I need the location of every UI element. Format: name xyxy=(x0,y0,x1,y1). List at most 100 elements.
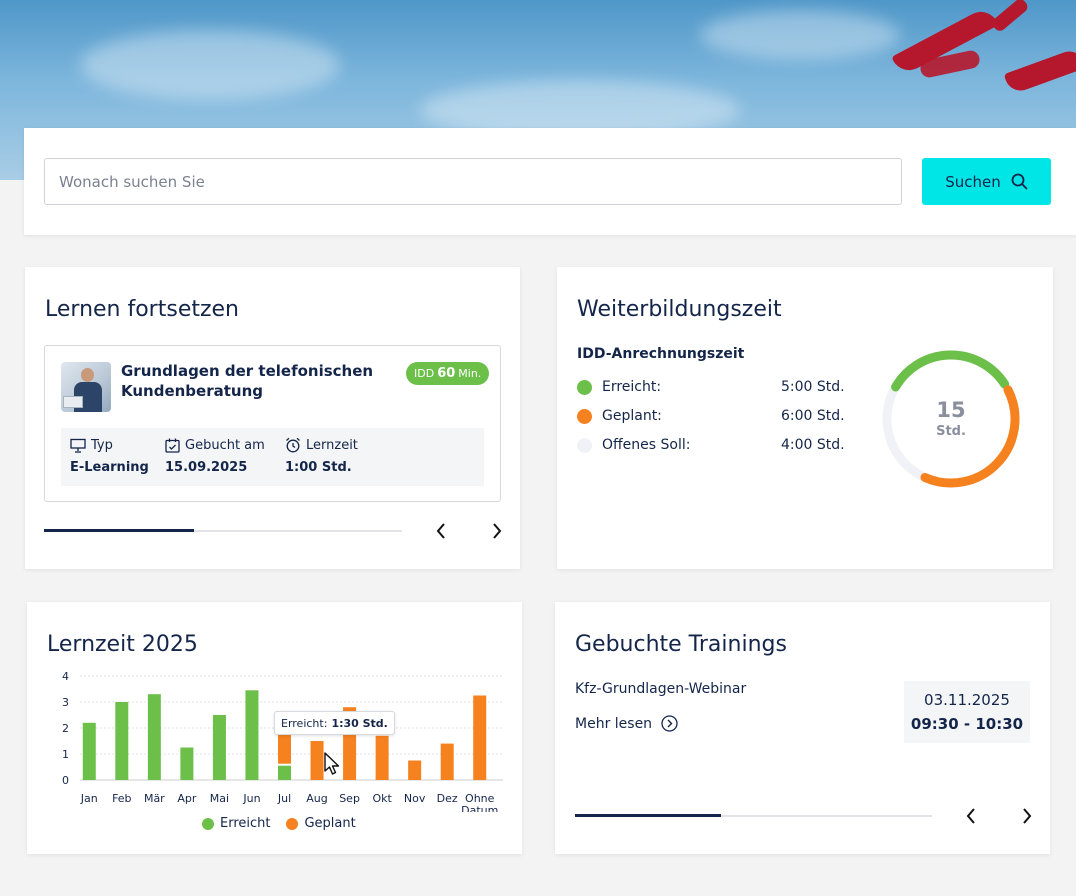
x-tick-label: Dez xyxy=(437,792,458,805)
trainings-carousel-progress xyxy=(575,814,932,817)
legend-item-planned[interactable]: Geplant xyxy=(286,816,356,831)
search-button-label: Suchen xyxy=(945,172,1001,191)
circle-chevron-right-icon xyxy=(661,715,678,732)
course-booked-value: 15.09.2025 xyxy=(165,460,248,475)
idd-badge-prefix: IDD xyxy=(414,367,435,380)
trainings-carousel-progress-fill xyxy=(575,814,722,817)
search-input[interactable] xyxy=(44,158,902,205)
bar-geplant[interactable] xyxy=(473,695,487,781)
calendar-check-icon xyxy=(165,438,180,453)
legend-achieved-dot xyxy=(202,817,214,830)
x-tick-label: Jan xyxy=(80,792,98,805)
search-button[interactable]: Suchen xyxy=(922,158,1051,205)
course-duration: Lernzeit 1:00 Std. xyxy=(285,436,358,476)
read-more-label: Mehr lesen xyxy=(575,715,653,732)
training-time-range: 09:30 - 10:30 xyxy=(910,715,1024,733)
search-card: Suchen xyxy=(24,128,1076,235)
bar-erreicht[interactable] xyxy=(278,765,291,780)
x-tick-label: Apr xyxy=(177,792,197,805)
chart-legend: Erreicht Geplant xyxy=(202,816,356,831)
chevron-right-icon xyxy=(493,523,502,539)
planned-dot xyxy=(577,408,592,424)
x-tick-label: Aug xyxy=(306,792,327,805)
y-tick-label: 2 xyxy=(62,722,69,735)
carousel-next-button[interactable] xyxy=(485,519,509,543)
training-time-row-achieved: Erreicht: 5:00 Std. xyxy=(577,379,847,395)
booked-trainings-title: Gebuchte Trainings xyxy=(575,632,787,657)
achieved-value: 5:00 Std. xyxy=(781,379,845,395)
chart-tooltip: Erreicht: 1:30 Std. xyxy=(274,711,395,735)
achieved-label: Erreicht: xyxy=(602,379,662,395)
open-value: 4:00 Std. xyxy=(781,437,845,453)
x-tick-label: Okt xyxy=(372,792,392,805)
legend-planned-dot xyxy=(286,817,299,830)
trainings-prev-button[interactable] xyxy=(959,804,983,828)
bar-erreicht[interactable] xyxy=(115,702,129,780)
tooltip-value: 1:30 Std. xyxy=(331,716,388,730)
course-meta-row: Typ E-Learning Gebucht am 15.09.2025 xyxy=(61,428,484,486)
course-booked-label: Gebucht am xyxy=(185,437,265,453)
legend-achieved-label: Erreicht xyxy=(220,816,271,831)
course-type-value: E-Learning xyxy=(70,460,149,475)
training-name: Kfz-Grundlagen-Webinar xyxy=(575,681,747,697)
achieved-dot xyxy=(577,379,592,395)
carousel-prev-button[interactable] xyxy=(429,519,453,543)
donut-segment-achieved xyxy=(891,350,1010,392)
chevron-right-icon xyxy=(1023,808,1032,824)
bar-geplant[interactable] xyxy=(408,760,422,781)
course-title: Grundlagen der telefonischen Kundenberat… xyxy=(121,362,374,400)
bar-erreicht[interactable] xyxy=(82,722,96,780)
mouse-cursor-icon xyxy=(324,752,340,775)
open-dot xyxy=(577,437,592,453)
x-tick-label: Feb xyxy=(112,792,131,805)
bar-erreicht[interactable] xyxy=(212,715,226,780)
donut-segment-planned xyxy=(920,385,1020,488)
idd-badge-unit: Min. xyxy=(458,367,482,380)
presentation-icon xyxy=(70,438,86,453)
continue-learning-card: Lernen fortsetzen Grundlagen der telefon… xyxy=(25,267,520,569)
x-tick-label: Mär xyxy=(144,792,165,805)
bar-geplant[interactable] xyxy=(440,743,454,780)
training-time-title: Weiterbildungszeit xyxy=(577,297,782,322)
learning-time-bar-chart: 0 1 2 3 4 Jan Feb Mär Apr Mai Jun Jul Aug Sep Okt Nov De… xyxy=(62,670,503,812)
course-duration-value: 1:00 Std. xyxy=(285,460,352,475)
legend-planned-label: Geplant xyxy=(304,816,356,831)
course-thumbnail xyxy=(61,362,111,412)
course-booked: Gebucht am 15.09.2025 xyxy=(165,436,265,476)
carousel-progress xyxy=(44,529,402,532)
training-date: 03.11.2025 xyxy=(924,691,1010,709)
trainings-next-button[interactable] xyxy=(1015,804,1039,828)
x-tick-label: Mai xyxy=(210,792,229,805)
carousel-progress-fill xyxy=(44,529,195,532)
course-type-label: Typ xyxy=(91,437,113,453)
training-time-row-planned: Geplant: 6:00 Std. xyxy=(577,408,847,424)
y-tick-label: 0 xyxy=(62,774,69,787)
x-tick-label: Jul xyxy=(277,792,291,805)
x-tick-label: Datum xyxy=(461,804,498,812)
course-type: Typ E-Learning xyxy=(70,436,149,476)
planned-value: 6:00 Std. xyxy=(781,408,845,424)
tooltip-label: Erreicht: xyxy=(281,716,328,730)
bar-geplant[interactable] xyxy=(310,741,324,780)
idd-badge: IDD 60 Min. xyxy=(406,362,490,385)
bar-erreicht[interactable] xyxy=(147,694,161,780)
training-date-box: 03.11.2025 09:30 - 10:30 xyxy=(904,681,1030,743)
x-tick-label: Jun xyxy=(242,792,260,805)
bar-geplant[interactable] xyxy=(278,733,291,764)
legend-item-achieved[interactable]: Erreicht xyxy=(202,816,270,831)
training-time-donut xyxy=(882,350,1020,488)
booked-trainings-card: Gebuchte Trainings Kfz-Grundlagen-Webina… xyxy=(555,602,1050,854)
read-more-link[interactable]: Mehr lesen xyxy=(575,715,678,732)
continue-learning-title: Lernen fortsetzen xyxy=(45,297,240,322)
y-tick-label: 3 xyxy=(62,696,69,709)
bar-erreicht[interactable] xyxy=(180,747,194,781)
bar-geplant[interactable] xyxy=(375,735,389,780)
y-tick-label: 1 xyxy=(62,748,69,761)
bar-erreicht[interactable] xyxy=(245,690,259,780)
course-duration-label: Lernzeit xyxy=(306,437,358,453)
x-tick-label: Ohne xyxy=(465,792,495,805)
alarm-clock-icon xyxy=(286,437,300,453)
y-tick-label: 4 xyxy=(62,670,69,683)
search-icon xyxy=(1011,173,1028,190)
course-card[interactable]: Grundlagen der telefonischen Kundenberat… xyxy=(44,345,501,502)
